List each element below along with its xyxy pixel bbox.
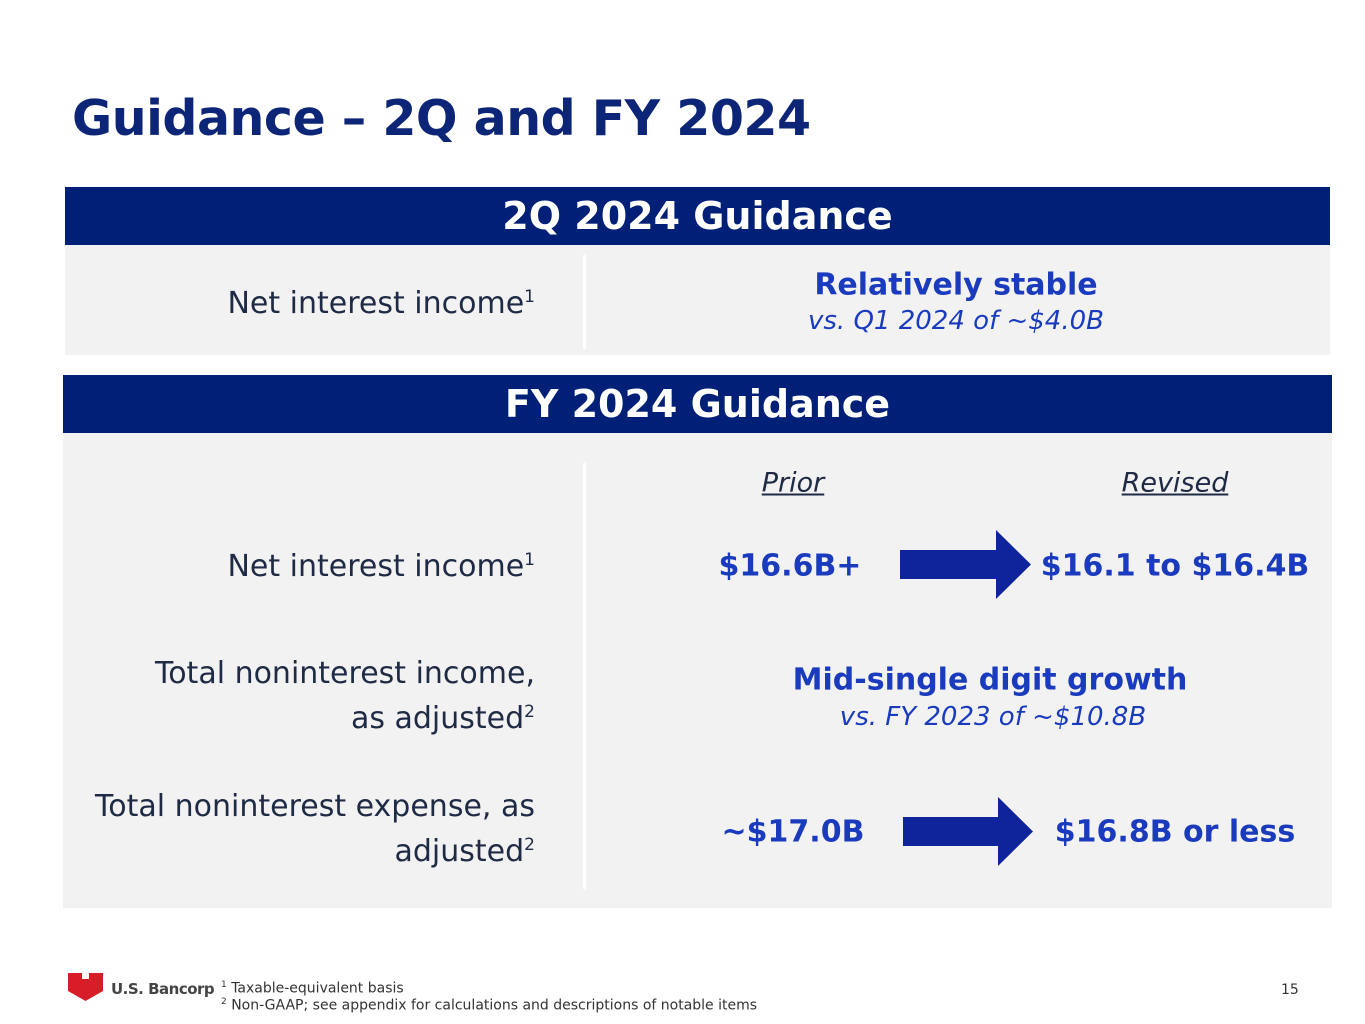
column-header: Prior: [761, 467, 825, 499]
footnote: 2 Non-GAAP; see appendix for calculation…: [221, 997, 757, 1014]
footnote-ref: 1: [524, 550, 535, 570]
footnote-ref: 1: [524, 287, 535, 307]
slide-title: Guidance – 2Q and FY 2024: [72, 90, 811, 147]
column-header: Revised: [1121, 467, 1229, 499]
footnote-mark: 1: [221, 980, 227, 990]
guidance-value: Mid-single digit growth: [792, 662, 1188, 698]
guidance-value: Relatively stable: [814, 267, 1098, 303]
prior-value: $16.6B+: [718, 548, 862, 584]
prior-value: ~$17.0B: [721, 814, 865, 850]
row-label: Total noninterest expense, as adjusted2: [95, 788, 535, 871]
logo-mark: [68, 973, 103, 1001]
label-text: Net interest income: [227, 286, 525, 321]
divider: [583, 255, 586, 349]
label-text: Total noninterest expense, as: [95, 789, 535, 824]
row-label: Net interest income1: [227, 541, 535, 586]
footnote-text: Taxable-equivalent basis: [231, 980, 404, 997]
section-fy: FY 2024 Guidance: [63, 375, 1332, 908]
label-text: as adjusted: [350, 701, 525, 736]
arrow: [900, 530, 1031, 599]
guidance-detail: vs. FY 2023 of ~$10.8B: [839, 702, 1147, 732]
footnote-ref: 2: [524, 702, 535, 722]
row-label: Total noninterest income, as adjusted2: [155, 655, 535, 738]
revised-value: $16.8B or less: [1054, 814, 1296, 850]
section-header: FY 2024 Guidance: [63, 375, 1332, 433]
footnote-mark: 2: [221, 997, 227, 1007]
footnote-ref: 2: [524, 835, 535, 855]
footnote: 1 Taxable-equivalent basis: [221, 980, 404, 997]
label-text: Net interest income: [227, 549, 525, 584]
divider: [583, 463, 586, 889]
section-2q: 2Q 2024 Guidance: [65, 187, 1330, 355]
section-header: 2Q 2024 Guidance: [65, 187, 1330, 245]
row-label: Net interest income1: [227, 278, 535, 323]
label-text: Total noninterest income,: [154, 656, 535, 691]
arrow: [903, 797, 1033, 866]
footnote-text: Non-GAAP; see appendix for calculations …: [231, 997, 758, 1014]
revised-value: $16.1 to $16.4B: [1040, 548, 1310, 584]
label-text: adjusted: [394, 834, 525, 869]
page-number: 15: [1281, 982, 1299, 998]
guidance-detail: vs. Q1 2024 of ~$4.0B: [807, 306, 1105, 336]
logo-text: U.S. Bancorp: [111, 980, 215, 998]
